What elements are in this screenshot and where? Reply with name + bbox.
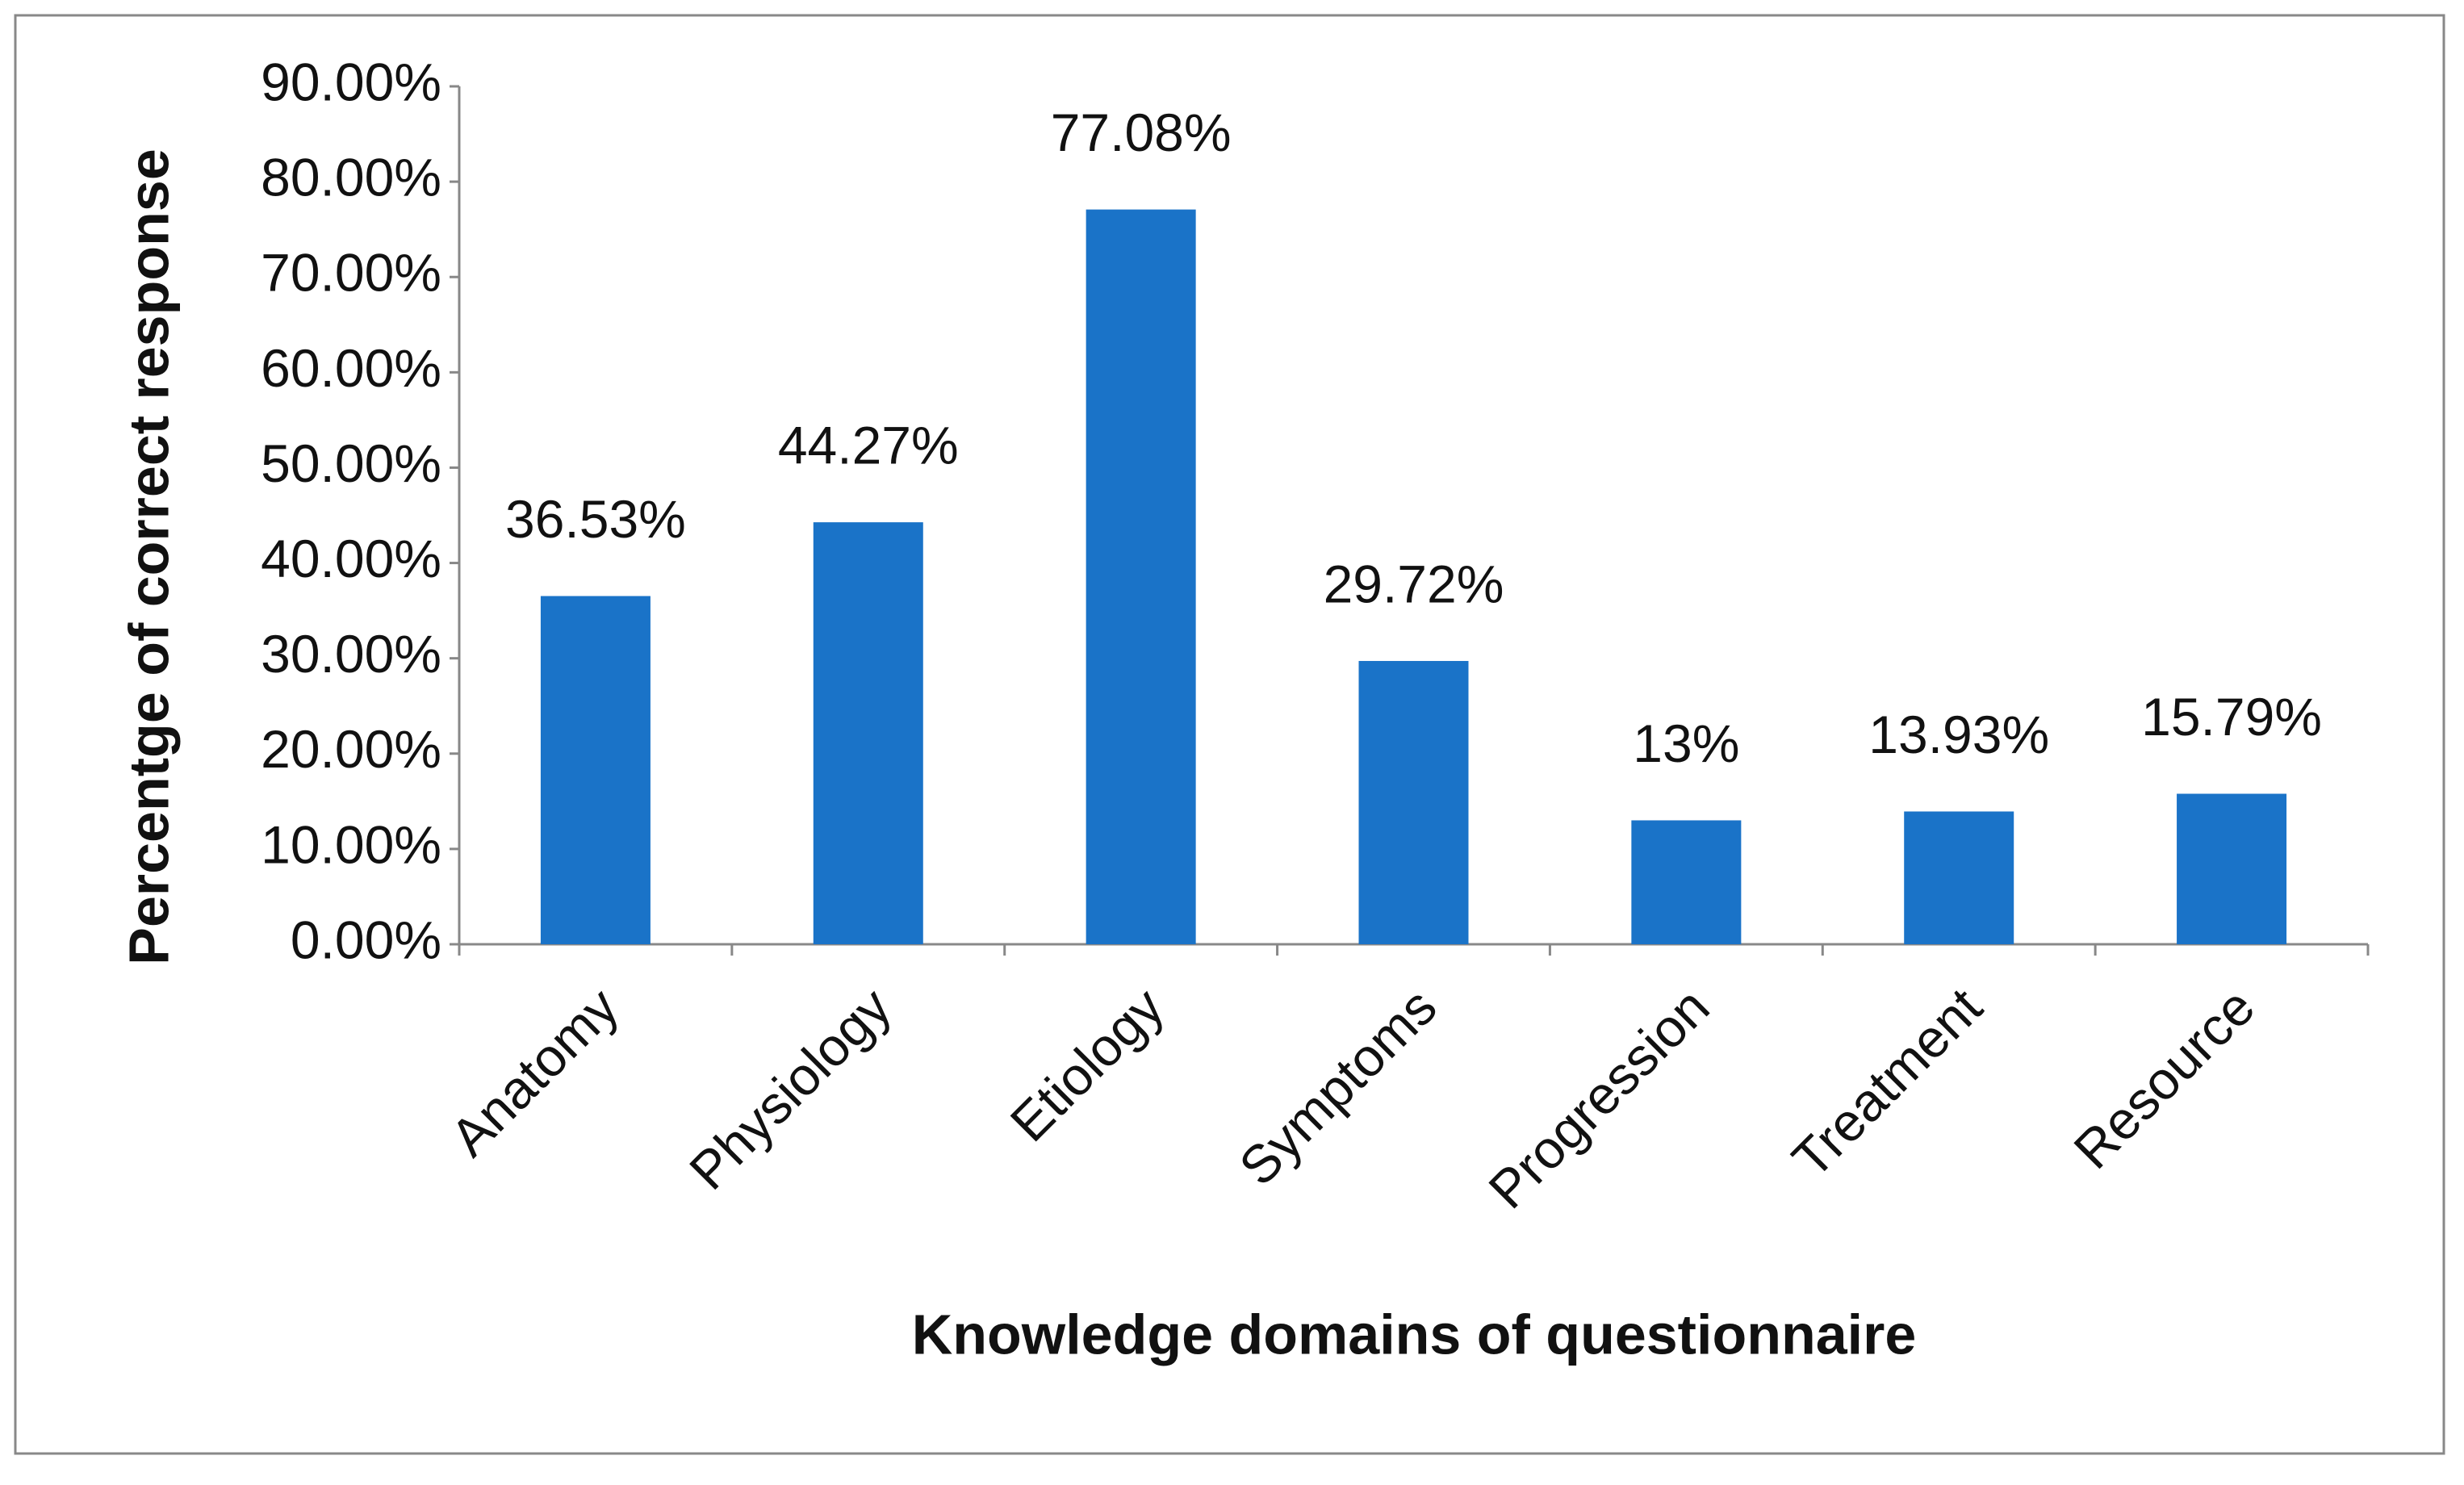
x-tick-label: Etiology <box>999 977 1175 1152</box>
data-label: 77.08% <box>1051 102 1232 162</box>
x-tick-label: Physiology <box>678 977 902 1201</box>
bar <box>540 596 651 944</box>
x-tick-label: Progression <box>1477 977 1720 1219</box>
data-label: 36.53% <box>505 489 686 549</box>
x-tick-label: Symptoms <box>1228 977 1448 1197</box>
y-tick-label: 0.00% <box>291 910 441 969</box>
y-tick-label: 70.00% <box>261 243 441 303</box>
y-axis-title: Percentge of correct response <box>117 148 180 964</box>
x-tick-label: Anatomy <box>439 977 630 1168</box>
data-label: 13% <box>1633 713 1739 773</box>
y-tick-label: 80.00% <box>261 148 441 207</box>
bar <box>813 522 923 944</box>
x-tick-label: Treatment <box>1780 977 1993 1189</box>
y-tick-label: 90.00% <box>261 52 441 111</box>
x-tick-label: Resource <box>2062 977 2265 1180</box>
y-tick-label: 40.00% <box>261 529 441 588</box>
chart-border <box>14 14 2445 1455</box>
data-label: 29.72% <box>1324 554 1504 613</box>
data-label: 44.27% <box>778 416 959 475</box>
y-tick-label: 50.00% <box>261 433 441 493</box>
bar <box>1631 820 1742 944</box>
y-tick-label: 20.00% <box>261 719 441 779</box>
y-tick-label: 30.00% <box>261 624 441 684</box>
data-label: 15.79% <box>2141 687 2322 747</box>
y-tick-label: 60.00% <box>261 338 441 398</box>
bar <box>2177 793 2287 944</box>
bar <box>1904 811 2014 944</box>
x-axis-title: Knowledge domains of questionnaire <box>912 1303 1917 1366</box>
data-label: 13.93% <box>1868 705 2049 764</box>
bar <box>1086 209 1196 944</box>
y-tick-label: 10.00% <box>261 814 441 874</box>
bar <box>1358 660 1469 944</box>
